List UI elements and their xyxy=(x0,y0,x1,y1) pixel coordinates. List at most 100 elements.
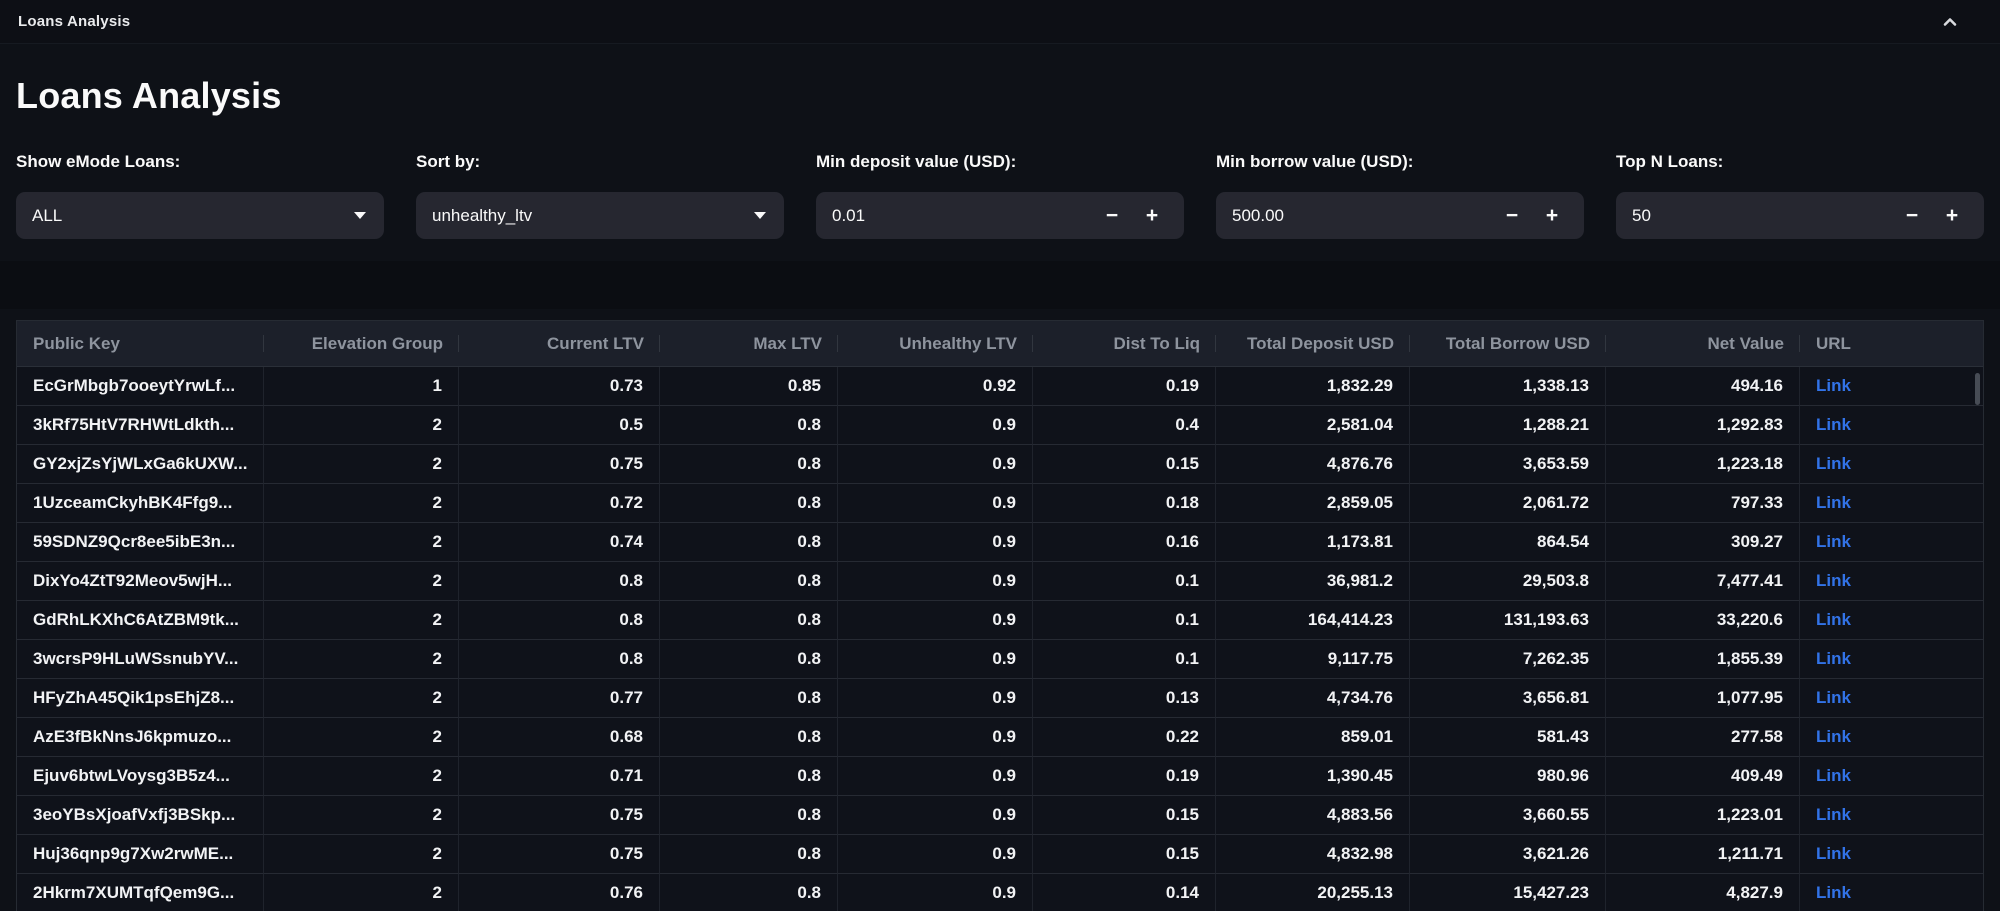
cell-url: Link xyxy=(1800,640,1983,679)
row-link[interactable]: Link xyxy=(1816,805,1851,824)
column-header-max-ltv[interactable]: Max LTV xyxy=(660,321,838,366)
table-row[interactable]: 59SDNZ9Qcr8ee5ibE3n... 2 0.74 0.8 0.9 0.16 1,1… xyxy=(17,523,1983,562)
table-row[interactable]: 3kRf75HtV7RHWtLdkth... 2 0.5 0.8 0.9 0.4 2,581… xyxy=(17,406,1983,445)
cell-elevation_group: 2 xyxy=(264,757,459,796)
sort-by-label: Sort by: xyxy=(416,152,481,171)
cell-url: Link xyxy=(1800,679,1983,718)
table-row[interactable]: 2Hkrm7XUMTqfQem9G... 2 0.76 0.8 0.9 0.14 20,25… xyxy=(17,874,1983,911)
row-link[interactable]: Link xyxy=(1816,844,1851,863)
page-title: Loans Analysis xyxy=(16,75,282,116)
top-n-value: 50 xyxy=(1632,205,1651,225)
column-header-elevation-group[interactable]: Elevation Group xyxy=(264,321,459,366)
row-link[interactable]: Link xyxy=(1816,376,1851,395)
cell-unhealthy_ltv: 0.9 xyxy=(838,601,1033,640)
cell-unhealthy_ltv: 0.9 xyxy=(838,718,1033,757)
cell-public_key: 3eoYBsXjoafVxfj3BSkp... xyxy=(17,796,264,835)
row-link[interactable]: Link xyxy=(1816,766,1851,785)
plus-button[interactable]: + xyxy=(1945,204,1959,227)
top-n-input[interactable]: 50 − + xyxy=(1616,192,1984,239)
cell-dist_to_liq: 0.4 xyxy=(1033,406,1216,445)
cell-net_value: 1,211.71 xyxy=(1606,835,1800,874)
table-header-row: Public Key Elevation Group Current LTV M… xyxy=(17,321,1983,367)
table-row[interactable]: HFyZhA45Qik1psEhjZ8... 2 0.77 0.8 0.9 0.13 4,7… xyxy=(17,679,1983,718)
row-link[interactable]: Link xyxy=(1816,688,1851,707)
cell-dist_to_liq: 0.1 xyxy=(1033,562,1216,601)
chevron-down-icon xyxy=(354,212,366,219)
chevron-up-icon[interactable] xyxy=(1942,14,1958,30)
table-row[interactable]: GY2xjZsYjWLxGa6kUXW... 2 0.75 0.8 0.9 0.15 4,8… xyxy=(17,445,1983,484)
cell-total_borrow_usd: 3,621.26 xyxy=(1410,835,1606,874)
column-header-public-key[interactable]: Public Key xyxy=(17,321,264,366)
filter-top-n: Top N Loans: 50 − + xyxy=(1616,150,1984,239)
emode-select-value: ALL xyxy=(32,205,63,225)
sort-by-select[interactable]: unhealthy_ltv xyxy=(416,192,784,239)
plus-button[interactable]: + xyxy=(1545,204,1559,227)
row-link[interactable]: Link xyxy=(1816,610,1851,629)
cell-unhealthy_ltv: 0.9 xyxy=(838,757,1033,796)
cell-total_borrow_usd: 3,660.55 xyxy=(1410,796,1606,835)
cell-net_value: 7,477.41 xyxy=(1606,562,1800,601)
row-link[interactable]: Link xyxy=(1816,454,1851,473)
column-header-unhealthy-ltv[interactable]: Unhealthy LTV xyxy=(838,321,1033,366)
table-row[interactable]: EcGrMbgb7ooeytYrwLf... 1 0.73 0.85 0.92 0.19 1… xyxy=(17,367,1983,406)
table-row[interactable]: GdRhLKXhC6AtZBM9tk... 2 0.8 0.8 0.9 0.1 164,41… xyxy=(17,601,1983,640)
cell-public_key: AzE3fBkNnsJ6kpmuzo... xyxy=(17,718,264,757)
column-header-total-borrow-usd[interactable]: Total Borrow USD xyxy=(1410,321,1606,366)
row-link[interactable]: Link xyxy=(1816,415,1851,434)
column-header-current-ltv[interactable]: Current LTV xyxy=(459,321,660,366)
cell-max_ltv: 0.8 xyxy=(660,796,838,835)
minus-button[interactable]: − xyxy=(1505,204,1519,227)
row-link[interactable]: Link xyxy=(1816,571,1851,590)
loans-table: Public Key Elevation Group Current LTV M… xyxy=(16,320,1984,911)
table-body: EcGrMbgb7ooeytYrwLf... 1 0.73 0.85 0.92 0.19 1… xyxy=(17,367,1983,911)
table-row[interactable]: 1UzceamCkyhBK4Ffg9... 2 0.72 0.8 0.9 0.18 2,85… xyxy=(17,484,1983,523)
row-link[interactable]: Link xyxy=(1816,493,1851,512)
minus-button[interactable]: − xyxy=(1105,204,1119,227)
row-link[interactable]: Link xyxy=(1816,649,1851,668)
cell-current_ltv: 0.75 xyxy=(459,835,660,874)
cell-total_deposit_usd: 1,390.45 xyxy=(1216,757,1410,796)
emode-label: Show eMode Loans: xyxy=(16,152,181,171)
table-row[interactable]: 3eoYBsXjoafVxfj3BSkp... 2 0.75 0.8 0.9 0.15 4,… xyxy=(17,796,1983,835)
cell-net_value: 309.27 xyxy=(1606,523,1800,562)
top-n-label: Top N Loans: xyxy=(1616,152,1724,171)
cell-current_ltv: 0.5 xyxy=(459,406,660,445)
cell-current_ltv: 0.76 xyxy=(459,874,660,911)
table-row[interactable]: Huj36qnp9g7Xw2rwME... 2 0.75 0.8 0.9 0.15 4,83… xyxy=(17,835,1983,874)
cell-dist_to_liq: 0.15 xyxy=(1033,835,1216,874)
row-link[interactable]: Link xyxy=(1816,883,1851,902)
min-borrow-input[interactable]: 500.00 − + xyxy=(1216,192,1584,239)
plus-button[interactable]: + xyxy=(1145,204,1159,227)
minus-button[interactable]: − xyxy=(1905,204,1919,227)
cell-total_borrow_usd: 131,193.63 xyxy=(1410,601,1606,640)
row-link[interactable]: Link xyxy=(1816,727,1851,746)
table-row[interactable]: Ejuv6btwLVoysg3B5z4... 2 0.71 0.8 0.9 0.19 1,3… xyxy=(17,757,1983,796)
cell-total_deposit_usd: 9,117.75 xyxy=(1216,640,1410,679)
cell-public_key: GdRhLKXhC6AtZBM9tk... xyxy=(17,601,264,640)
cell-unhealthy_ltv: 0.9 xyxy=(838,640,1033,679)
column-header-net-value[interactable]: Net Value xyxy=(1606,321,1800,366)
min-deposit-input[interactable]: 0.01 − + xyxy=(816,192,1184,239)
table-row[interactable]: DixYo4ZtT92Meov5wjH... 2 0.8 0.8 0.9 0.1 36,98… xyxy=(17,562,1983,601)
filter-emode: Show eMode Loans: ALL xyxy=(16,150,384,239)
min-deposit-value: 0.01 xyxy=(832,205,866,225)
cell-url: Link xyxy=(1800,406,1983,445)
min-borrow-label: Min borrow value (USD): xyxy=(1216,152,1414,171)
column-header-total-deposit-usd[interactable]: Total Deposit USD xyxy=(1216,321,1410,366)
table-scrollbar[interactable] xyxy=(1975,373,1980,405)
sort-by-select-value: unhealthy_ltv xyxy=(432,205,533,225)
row-link[interactable]: Link xyxy=(1816,532,1851,551)
cell-url: Link xyxy=(1800,718,1983,757)
column-header-dist-to-liq[interactable]: Dist To Liq xyxy=(1033,321,1216,366)
cell-public_key: 59SDNZ9Qcr8ee5ibE3n... xyxy=(17,523,264,562)
cell-total_deposit_usd: 36,981.2 xyxy=(1216,562,1410,601)
cell-unhealthy_ltv: 0.9 xyxy=(838,406,1033,445)
column-header-url[interactable]: URL xyxy=(1816,333,1851,353)
cell-total_deposit_usd: 2,859.05 xyxy=(1216,484,1410,523)
emode-select[interactable]: ALL xyxy=(16,192,384,239)
table-row[interactable]: AzE3fBkNnsJ6kpmuzo... 2 0.68 0.8 0.9 0.22 859.… xyxy=(17,718,1983,757)
cell-url: Link xyxy=(1800,523,1983,562)
table-row[interactable]: 3wcrsP9HLuWSsnubYV... 2 0.8 0.8 0.9 0.1 9,117.… xyxy=(17,640,1983,679)
cell-elevation_group: 2 xyxy=(264,796,459,835)
cell-current_ltv: 0.72 xyxy=(459,484,660,523)
